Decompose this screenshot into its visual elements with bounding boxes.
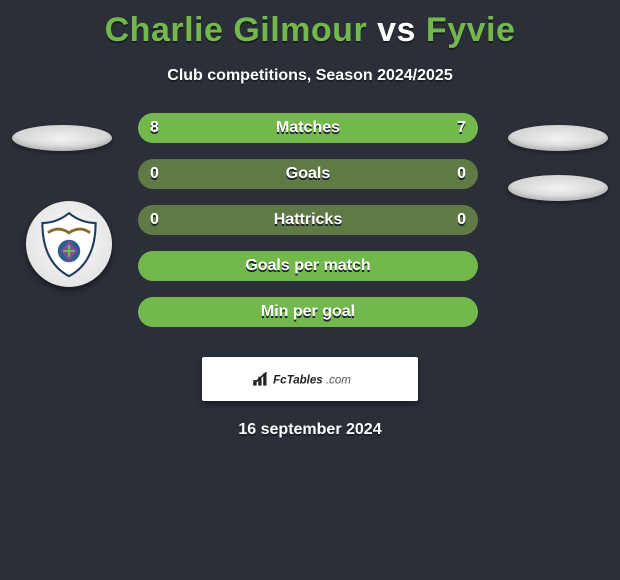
player1-club-badge [26, 201, 112, 287]
vs-label: vs [377, 11, 416, 49]
stat-value-left: 8 [150, 119, 159, 137]
player2-name: Fyvie [426, 11, 515, 49]
player2-club-ellipse-2 [508, 175, 608, 201]
stat-value-right: 0 [457, 165, 466, 183]
stat-row: 8 7 Matches [138, 113, 478, 143]
svg-text:FcTables: FcTables [273, 375, 323, 387]
stat-value-left: 0 [150, 165, 159, 183]
attribution-box: FcTables .com [202, 357, 418, 401]
stat-value-left: 0 [150, 211, 159, 229]
stat-label: Goals [286, 165, 330, 183]
player1-name: Charlie Gilmour [105, 11, 368, 49]
stat-value-right: 7 [457, 119, 466, 137]
subtitle: Club competitions, Season 2024/2025 [0, 67, 620, 85]
stat-row: Goals per match [138, 251, 478, 281]
date-label: 16 september 2024 [0, 421, 620, 439]
stat-value-right: 0 [457, 211, 466, 229]
comparison-stage: 8 7 Matches 0 0 Goals 0 0 Hattricks Goals per mat… [0, 113, 620, 343]
stat-bar-left [138, 159, 308, 189]
stat-row: 0 0 Goals [138, 159, 478, 189]
stat-bar-right [318, 113, 478, 143]
stat-label: Matches [276, 119, 340, 137]
header: Charlie Gilmour vs Fyvie Club competitio… [0, 0, 620, 85]
player2-club-ellipse-1 [508, 125, 608, 151]
player1-club-ellipse [12, 125, 112, 151]
stat-row: Min per goal [138, 297, 478, 327]
page-title: Charlie Gilmour vs Fyvie [0, 12, 620, 49]
club-crest-icon [34, 209, 104, 279]
stat-label: Min per goal [261, 303, 355, 321]
stat-label: Hattricks [274, 211, 342, 229]
fctables-logo-icon: FcTables .com [250, 368, 371, 390]
stat-rows: 8 7 Matches 0 0 Goals 0 0 Hattricks Goals per mat… [138, 113, 478, 343]
stat-label: Goals per match [245, 257, 370, 275]
stat-bar-right [308, 159, 478, 189]
svg-text:.com: .com [325, 375, 350, 387]
stat-row: 0 0 Hattricks [138, 205, 478, 235]
